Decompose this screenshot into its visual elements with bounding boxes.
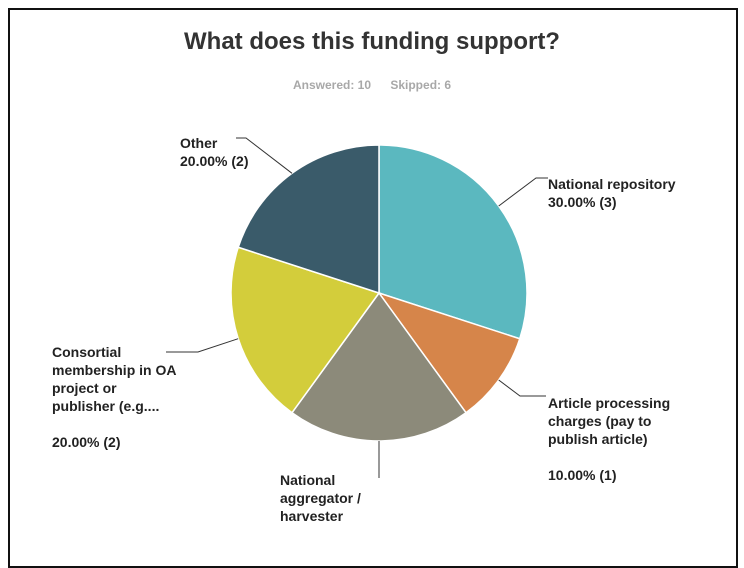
leader-line-consortial-membership bbox=[166, 338, 239, 353]
label-other-name: Other bbox=[180, 135, 218, 151]
label-consortial-membership-percent: 20.00% (2) bbox=[52, 434, 121, 450]
label-national-repository-name: National repository bbox=[548, 176, 676, 192]
pie-slice-consortial-membership bbox=[230, 246, 381, 414]
response-stats: Answered: 10 Skipped: 6 bbox=[0, 78, 744, 92]
leader-line-other bbox=[236, 137, 293, 174]
label-consortial-membership: Consortial membership in OA project or p… bbox=[52, 343, 176, 451]
label-national-repository: National repository 30.00% (3) bbox=[548, 175, 676, 211]
pie-chart bbox=[166, 137, 548, 478]
label-consortial-membership-name: Consortial membership in OA project or p… bbox=[52, 344, 177, 414]
pie-slice-other bbox=[237, 144, 380, 295]
chart-title: What does this funding support? bbox=[184, 28, 560, 55]
label-national-repository-percent: 30.00% (3) bbox=[548, 194, 617, 210]
skipped-count: Skipped: 6 bbox=[390, 78, 452, 92]
label-article-processing-charges-percent: 10.00% (1) bbox=[548, 467, 617, 483]
label-article-processing-charges-name: Article processing charges (pay to publi… bbox=[548, 395, 671, 447]
label-national-aggregator: National aggregator / harvester bbox=[280, 471, 361, 525]
label-article-processing-charges: Article processing charges (pay to publi… bbox=[548, 394, 670, 484]
leader-line-article-processing-charges bbox=[498, 379, 546, 397]
label-other-percent: 20.00% (2) bbox=[180, 153, 249, 169]
pie-slice-national-aggregator bbox=[290, 291, 468, 442]
leader-line-national-repository bbox=[498, 177, 548, 207]
answered-count: Answered: 10 bbox=[292, 78, 371, 92]
label-national-aggregator-name: National aggregator / harvester bbox=[280, 472, 361, 524]
label-other: Other 20.00% (2) bbox=[180, 134, 248, 170]
